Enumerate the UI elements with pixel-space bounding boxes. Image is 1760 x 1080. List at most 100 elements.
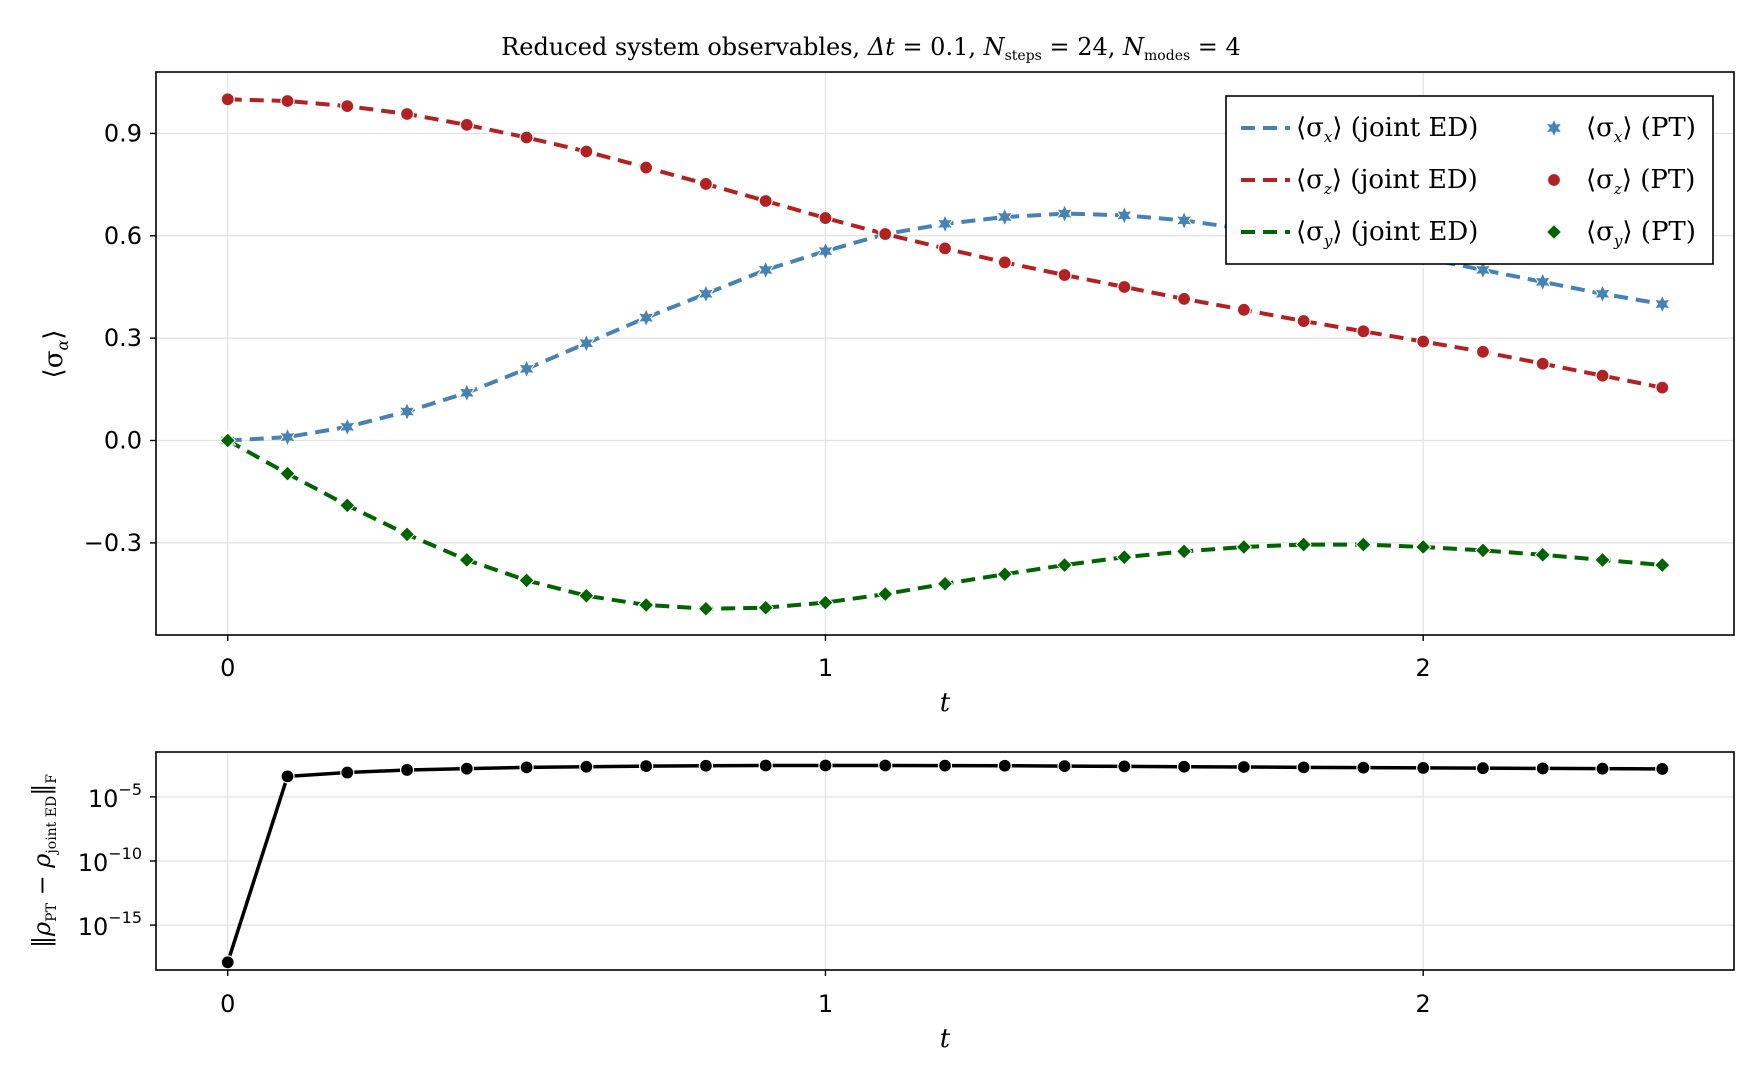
error-data-point xyxy=(1595,761,1610,776)
data-point-sigma-z xyxy=(1416,334,1431,349)
data-point-sigma-y xyxy=(339,497,356,514)
error-data-point xyxy=(1057,759,1072,774)
error-data-point xyxy=(459,761,474,776)
data-point-sigma-x xyxy=(816,240,835,262)
error-data-point xyxy=(1236,759,1251,775)
error-x-axis-label: t xyxy=(940,1024,951,1054)
error-data-point xyxy=(818,758,833,773)
data-point-sigma-x xyxy=(936,213,954,235)
legend-label-pt-y: ⟨σy⟩ (PT) xyxy=(1586,217,1696,250)
error-x-tick-label: 2 xyxy=(1416,990,1431,1018)
chart-title: Reduced system observables, Δt = 0.1, Ns… xyxy=(501,33,1241,64)
data-point-sigma-x xyxy=(338,416,357,438)
error-y-tick-label: 10−15 xyxy=(78,908,142,941)
observables-x-tick-label: 0 xyxy=(220,654,235,682)
legend-marker-swatch-x xyxy=(1545,117,1563,139)
data-point-sigma-x xyxy=(1175,210,1193,231)
legend-label-pt-z: ⟨σz⟩ (PT) xyxy=(1586,165,1695,198)
error-data-point xyxy=(1117,759,1132,774)
data-point-sigma-x xyxy=(637,307,655,328)
data-point-sigma-y xyxy=(1594,551,1611,569)
error-y-tick-label: 10−10 xyxy=(78,844,142,877)
data-point-sigma-z xyxy=(579,144,594,159)
data-point-sigma-y xyxy=(578,587,595,604)
error-data-point xyxy=(1655,761,1670,777)
error-data-point xyxy=(399,762,415,778)
data-point-sigma-z xyxy=(1655,380,1670,395)
data-point-sigma-z xyxy=(698,176,714,192)
data-point-sigma-z xyxy=(1176,291,1192,307)
observables-y-tick-label: 0.6 xyxy=(104,222,142,250)
error-data-point xyxy=(1535,761,1550,776)
data-point-sigma-z xyxy=(519,130,534,145)
observables-markers xyxy=(218,92,1672,617)
observables-x-ticks: 0 1 2 xyxy=(220,635,1431,682)
error-y-tick-label: 10−5 xyxy=(88,780,142,813)
observables-y-tick-label: 0.9 xyxy=(104,119,142,147)
error-y-ticks: 10−5 10−10 10−15 xyxy=(78,780,156,941)
data-point-sigma-z xyxy=(1356,324,1371,339)
data-point-sigma-y xyxy=(1355,536,1372,553)
error-lines xyxy=(226,763,1663,963)
data-point-sigma-y xyxy=(279,465,296,482)
data-point-sigma-z xyxy=(997,255,1012,270)
data-point-sigma-x xyxy=(1055,203,1074,224)
error-markers xyxy=(220,758,1670,970)
data-point-sigma-x xyxy=(398,401,416,422)
error-data-point xyxy=(579,759,594,774)
data-point-sigma-y xyxy=(219,432,236,449)
error-data-point xyxy=(1416,760,1431,776)
legend-label-pt-x: ⟨σx⟩ (PT) xyxy=(1586,113,1696,146)
legend-box xyxy=(1225,95,1714,265)
legend-marker-swatch-z xyxy=(1546,172,1562,188)
observables-y-tick-label: −0.3 xyxy=(84,529,142,557)
error-data-point xyxy=(340,765,355,780)
error-data-point xyxy=(698,758,714,773)
legend-label-joint-ed-z: ⟨σz⟩ (joint ED) xyxy=(1296,165,1478,198)
observables-x-tick-label: 1 xyxy=(818,654,833,682)
data-point-sigma-y xyxy=(697,600,715,617)
data-point-sigma-z xyxy=(758,193,773,209)
data-point-sigma-x xyxy=(1474,259,1492,281)
observables-y-tick-label: 0.3 xyxy=(104,324,142,352)
observables-y-axis-label: ⟨σα⟩ xyxy=(39,330,72,379)
data-point-sigma-z xyxy=(1475,344,1491,359)
data-point-sigma-z xyxy=(1296,313,1311,329)
data-point-sigma-z xyxy=(1535,356,1550,371)
data-point-sigma-y xyxy=(936,575,954,593)
observables-panel: 0 1 2 −0.3 0.0 0.3 0.6 0.9 t ⟨σα⟩ ⟨σx⟩ (joint … xyxy=(39,71,1735,718)
data-point-sigma-y xyxy=(877,585,894,603)
data-point-sigma-y xyxy=(817,594,834,611)
legend-label-joint-ed-y: ⟨σy⟩ (joint ED) xyxy=(1296,217,1478,250)
error-data-point xyxy=(1356,760,1371,775)
error-x-ticks: 0 1 2 xyxy=(220,970,1431,1018)
data-point-sigma-x xyxy=(1653,293,1672,315)
data-point-sigma-z xyxy=(1236,302,1251,317)
data-point-sigma-x xyxy=(1593,283,1612,304)
data-point-sigma-y xyxy=(996,566,1013,583)
observables-y-tick-label: 0.0 xyxy=(104,427,142,455)
data-point-sigma-x xyxy=(1533,271,1552,293)
data-point-sigma-z xyxy=(639,160,654,175)
legend-marker-swatch-y xyxy=(1545,223,1563,241)
error-data-point xyxy=(1475,761,1491,776)
error-grid xyxy=(156,752,1734,970)
observables-frame xyxy=(155,71,1735,636)
data-point-sigma-y xyxy=(1474,542,1492,559)
data-point-sigma-y xyxy=(1654,556,1671,574)
error-data-point xyxy=(280,769,295,784)
error-data-point xyxy=(758,758,773,773)
data-point-sigma-y xyxy=(1175,543,1193,560)
observables-y-ticks: −0.3 0.0 0.3 0.6 0.9 xyxy=(84,119,156,557)
data-point-sigma-y xyxy=(1235,538,1253,556)
data-point-sigma-z xyxy=(878,226,893,242)
error-data-point xyxy=(639,759,654,774)
data-point-sigma-z xyxy=(459,117,474,132)
data-point-sigma-x xyxy=(995,206,1014,228)
legend-label-joint-ed-x: ⟨σx⟩ (joint ED) xyxy=(1296,113,1478,146)
data-point-sigma-z xyxy=(818,210,833,226)
data-point-sigma-x xyxy=(457,382,476,403)
error-data-point xyxy=(878,758,893,773)
data-point-sigma-y xyxy=(518,572,535,589)
error-panel: 0 1 2 10−5 10−10 10−15 t ‖ρPT − ρjoint ED‖F xyxy=(28,751,1735,1054)
